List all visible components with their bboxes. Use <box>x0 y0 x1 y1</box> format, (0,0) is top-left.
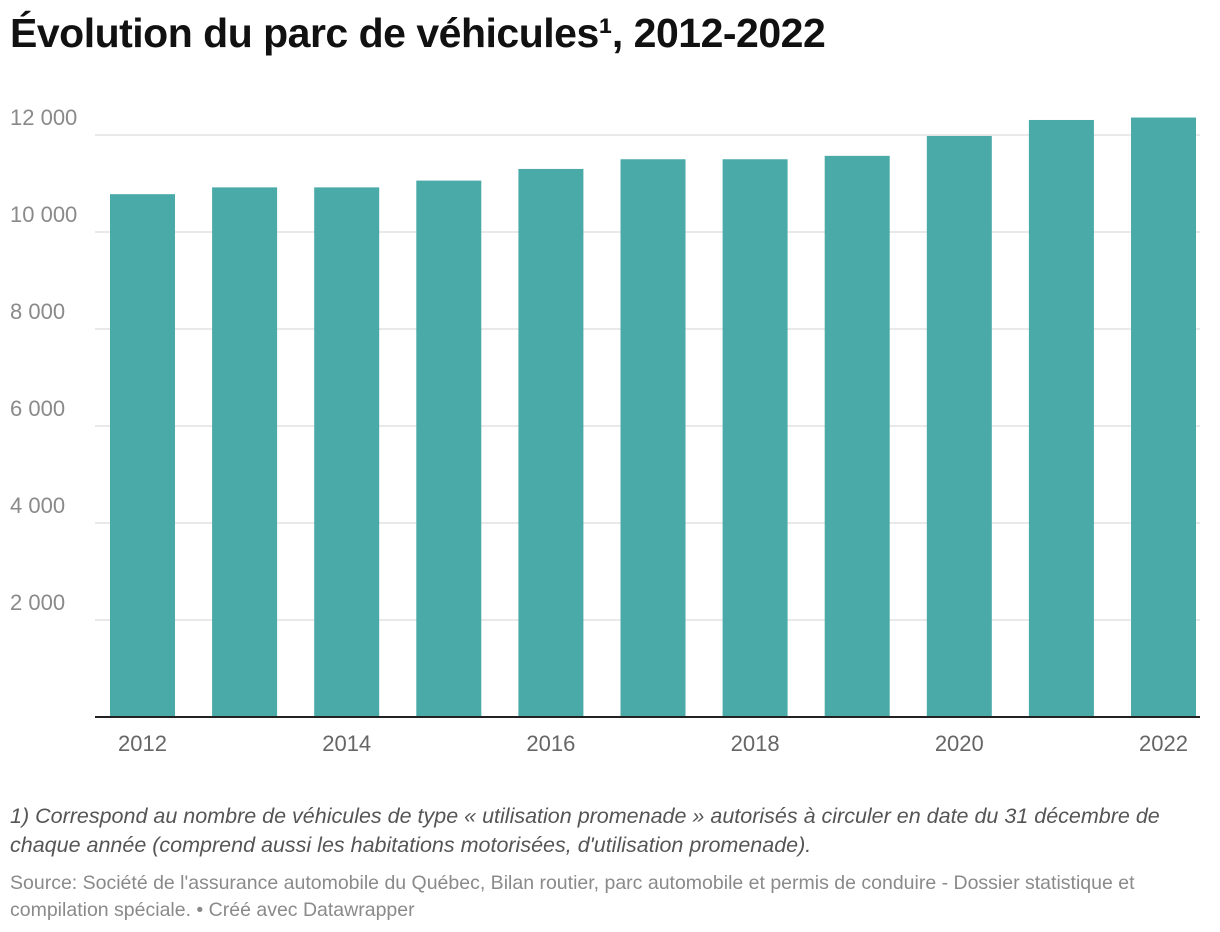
y-tick-label: 10 000 <box>10 202 77 227</box>
bar-2012 <box>110 194 175 718</box>
axes: 2012 2014 2016 2018 2020 2022 <box>95 716 1200 756</box>
x-tick-label: 2020 <box>935 731 984 756</box>
y-tick-label: 2 000 <box>10 590 65 615</box>
bar-2019 <box>824 155 890 718</box>
y-tick-label: 8 000 <box>10 299 65 324</box>
bar-2013 <box>212 187 278 717</box>
bar-2022 <box>1131 117 1196 718</box>
y-tick-label: 6 000 <box>10 396 65 421</box>
source-credit: Source: Société de l'assurance automobil… <box>10 872 1135 921</box>
x-tick-label: 2018 <box>731 731 780 756</box>
y-tick-label: 12 000 <box>10 105 77 130</box>
x-tick-label: 2014 <box>322 731 371 756</box>
chart-title: Évolution du parc de véhicules¹, 2012-20… <box>10 10 826 56</box>
bars <box>110 117 1196 718</box>
bar-2016 <box>518 168 584 717</box>
bar-2018 <box>722 159 788 717</box>
x-tick-label: 2022 <box>1139 731 1188 756</box>
bar-2015 <box>416 180 482 718</box>
bar-2021 <box>1028 119 1094 718</box>
x-tick-label: 2016 <box>526 731 575 756</box>
x-tick-label: 2012 <box>118 731 167 756</box>
bar-2020 <box>926 135 992 718</box>
gridlines: 2 000 4 000 6 000 8 000 10 000 12 000 <box>10 105 1200 621</box>
y-tick-label: 4 000 <box>10 493 65 518</box>
footnote: 1) Correspond au nombre de véhicules de … <box>10 804 1160 857</box>
bar-2014 <box>314 187 380 717</box>
bar-2017 <box>620 159 686 717</box>
